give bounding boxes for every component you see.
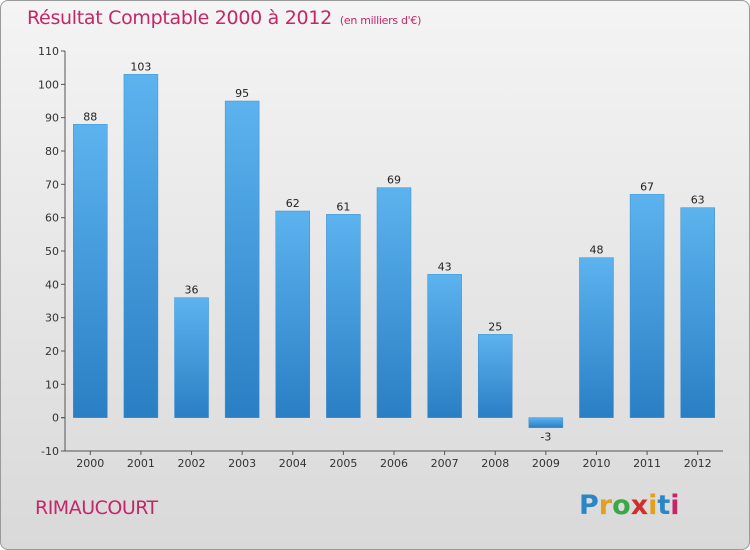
chart-bars: [73, 74, 715, 428]
y-tick-label: 50: [45, 245, 59, 258]
data-label-2003: 95: [235, 87, 249, 100]
chart-axes: -10 0 10 20 30 40 50 60 70 80 90 100 110 2000 2001 2002…: [38, 45, 723, 470]
bar-2005: [326, 214, 361, 418]
x-tick-label: 2000: [76, 457, 104, 470]
y-tick-label: 110: [38, 45, 59, 58]
bar-2001: [123, 74, 159, 418]
x-tick-label: 2004: [279, 457, 307, 470]
y-tick-label: 90: [45, 112, 59, 125]
bar-2006: [376, 187, 412, 418]
data-label-2006: 69: [387, 174, 401, 187]
x-tick-label: 2010: [582, 457, 610, 470]
y-tick-label: 70: [45, 178, 59, 191]
y-tick-label: 30: [45, 312, 59, 325]
bar-2000: [73, 124, 108, 418]
bar-2012: [680, 207, 715, 418]
bar-2004: [275, 210, 311, 418]
y-tick-label: 100: [38, 78, 59, 91]
data-label-2010: 48: [589, 244, 603, 257]
logo-letter: o: [612, 490, 631, 521]
data-label-2005: 61: [336, 200, 350, 213]
bar-2008: [477, 334, 513, 418]
chart-labels: 88 103 36 95 62 61 69 43 25 -3 48 67 63: [83, 60, 704, 443]
logo-letter: r: [598, 490, 613, 521]
x-tick-label: 2011: [633, 457, 661, 470]
x-tick-label: 2012: [684, 457, 712, 470]
data-label-2008: 25: [488, 320, 502, 333]
bar-2002: [174, 297, 209, 418]
data-label-2009: -3: [540, 431, 551, 444]
x-tick-label: 2007: [431, 457, 459, 470]
data-label-2004: 62: [286, 197, 300, 210]
x-tick-label: 2001: [127, 457, 155, 470]
x-tick-label: 2003: [228, 457, 256, 470]
logo-letter: x: [630, 490, 649, 521]
bar-2010: [579, 257, 614, 418]
data-label-2002: 36: [185, 284, 199, 297]
data-label-2012: 63: [691, 194, 705, 207]
x-tick-label: 2005: [329, 457, 357, 470]
y-tick-label: 10: [45, 378, 59, 391]
data-label-2007: 43: [438, 260, 452, 273]
chart-subtitle: (en milliers d'€): [339, 14, 422, 27]
bar-2003: [224, 100, 260, 418]
bar-2009: [528, 417, 564, 428]
data-label-2000: 88: [83, 110, 97, 123]
bar-2007: [427, 274, 462, 418]
y-tick-label: 80: [45, 145, 59, 158]
chart-title-text: Résultat Comptable 2000 à 2012: [27, 7, 332, 29]
y-tick-label: 40: [45, 278, 59, 291]
y-tick-label: 60: [45, 212, 59, 225]
x-tick-label: 2002: [178, 457, 206, 470]
y-tick-label: -10: [41, 445, 59, 458]
x-tick-label: 2009: [532, 457, 560, 470]
commune-name: RIMAUCOURT: [35, 497, 158, 519]
x-tick-label: 2006: [380, 457, 408, 470]
y-tick-label: 0: [52, 412, 59, 425]
logo-letter: P: [579, 490, 599, 521]
chart-title: Résultat Comptable 2000 à 2012 (en millie…: [27, 7, 421, 29]
y-tick-label: 20: [45, 345, 59, 358]
proxiti-logo: Proxiti: [579, 490, 680, 521]
data-label-2001: 103: [130, 60, 151, 73]
logo-letter: i: [670, 490, 680, 521]
data-label-2011: 67: [640, 180, 654, 193]
bar-2011: [629, 194, 665, 418]
logo-letter: t: [657, 490, 671, 521]
x-tick-label: 2008: [481, 457, 509, 470]
logo-letter: i: [648, 490, 658, 521]
